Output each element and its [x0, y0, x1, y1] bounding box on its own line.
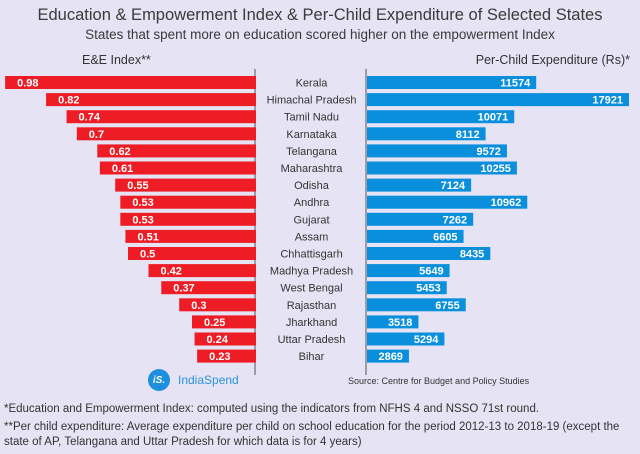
left-bar [120, 212, 256, 226]
state-label: Rajasthan [287, 300, 337, 312]
right-bar-label: 10071 [478, 112, 509, 124]
left-bar [161, 281, 256, 295]
source-note: Source: Centre for Budget and Policy Stu… [348, 376, 530, 386]
left-bar-label: 0.53 [132, 214, 153, 226]
right-bar [367, 229, 464, 243]
right-bar [367, 195, 528, 209]
left-bar [192, 315, 256, 329]
left-series-header: E&E Index** [82, 53, 151, 67]
right-bar [367, 281, 447, 295]
left-bar-label: 0.51 [137, 231, 158, 243]
right-bar [367, 127, 486, 141]
right-bar-label: 9572 [476, 146, 500, 158]
chart-title: Education & Empowerment Index & Per-Chil… [37, 6, 603, 24]
left-bar [97, 144, 256, 158]
left-bar-label: 0.55 [127, 180, 148, 192]
left-bar-label: 0.24 [207, 334, 229, 346]
left-bar-label: 0.5 [140, 249, 155, 261]
right-bar-label: 17921 [592, 95, 623, 107]
left-bar-label: 0.42 [160, 266, 181, 278]
right-bar-label: 8112 [456, 129, 480, 141]
right-bar-label: 7262 [443, 214, 467, 226]
left-bar-label: 0.37 [173, 283, 194, 295]
state-label: Tamil Nadu [284, 112, 339, 124]
left-bar [194, 332, 256, 346]
right-bar [367, 144, 507, 158]
left-bar-label: 0.98 [17, 78, 38, 90]
left-bar [197, 349, 256, 363]
left-bar [148, 264, 256, 278]
right-bar [367, 212, 474, 226]
right-bar-label: 2869 [378, 351, 402, 363]
right-bar-label: 10255 [480, 163, 511, 175]
right-bar [367, 110, 515, 124]
right-bar [367, 349, 409, 363]
state-label: Assam [295, 231, 329, 243]
right-bar [367, 76, 537, 89]
right-bar [367, 298, 466, 312]
left-bar [5, 76, 257, 89]
right-bar [367, 161, 517, 175]
right-bar-label: 7124 [441, 180, 466, 192]
state-label: Kerala [296, 78, 329, 90]
left-bar [66, 110, 256, 124]
footnote-expenditure: **Per child expenditure: Average expendi… [4, 421, 620, 448]
left-bar [125, 229, 256, 243]
left-bar-label: 0.23 [209, 351, 230, 363]
state-label: Uttar Pradesh [278, 334, 346, 346]
left-bar [179, 298, 256, 312]
right-bar [367, 315, 419, 329]
right-bar [367, 264, 450, 278]
state-label: Andhra [294, 197, 330, 209]
right-bar [367, 178, 472, 192]
left-bar [128, 247, 256, 260]
footnote-index: *Education and Empowerment Index: comput… [4, 403, 540, 415]
brand-name: IndiaSpend [178, 373, 239, 387]
state-label: Maharashtra [281, 163, 344, 175]
right-bar-label: 5649 [419, 266, 443, 278]
left-bar [99, 161, 256, 175]
right-bar-label: 10962 [491, 197, 522, 209]
right-bar-label: 5453 [416, 283, 440, 295]
right-bar [367, 332, 445, 346]
state-label: Jharkhand [286, 317, 337, 329]
left-bar-label: 0.53 [132, 197, 153, 209]
state-label: Bihar [299, 351, 325, 363]
chart-subtitle: States that spent more on education scor… [85, 27, 555, 42]
state-label: Odisha [294, 180, 330, 192]
state-label: Madhya Pradesh [270, 266, 353, 278]
left-bar-label: 0.82 [58, 95, 79, 107]
left-bar-label: 0.7 [89, 129, 104, 141]
right-bar-label: 8435 [460, 249, 484, 261]
brand-logo: iS. IndiaSpend [148, 369, 239, 391]
right-bar-label: 5294 [414, 334, 439, 346]
right-bar-label: 6755 [435, 300, 459, 312]
left-bar-label: 0.62 [109, 146, 130, 158]
state-label: West Bengal [280, 283, 342, 295]
right-series-header: Per-Child Expenditure (Rs)* [475, 53, 630, 67]
left-bar [115, 178, 256, 192]
left-bar-label: 0.74 [79, 112, 101, 124]
left-bar-label: 0.61 [112, 163, 133, 175]
right-bar-label: 3518 [388, 317, 412, 329]
right-bar [367, 93, 629, 107]
left-bar-label: 0.25 [204, 317, 225, 329]
left-bar [46, 93, 256, 107]
brand-logo-icon: iS. [148, 369, 170, 391]
state-label: Telangana [286, 146, 338, 158]
right-bar-label: 11574 [500, 78, 531, 90]
state-label: Karnataka [286, 129, 337, 141]
state-label: Chhattisgarh [280, 249, 342, 261]
left-bar [76, 127, 256, 141]
left-bar-label: 0.3 [191, 300, 206, 312]
right-bar-label: 6605 [433, 231, 457, 243]
state-label: Gujarat [293, 214, 329, 226]
state-label: Himachal Pradesh [267, 95, 357, 107]
left-bar [120, 195, 256, 209]
right-bar [367, 247, 491, 260]
